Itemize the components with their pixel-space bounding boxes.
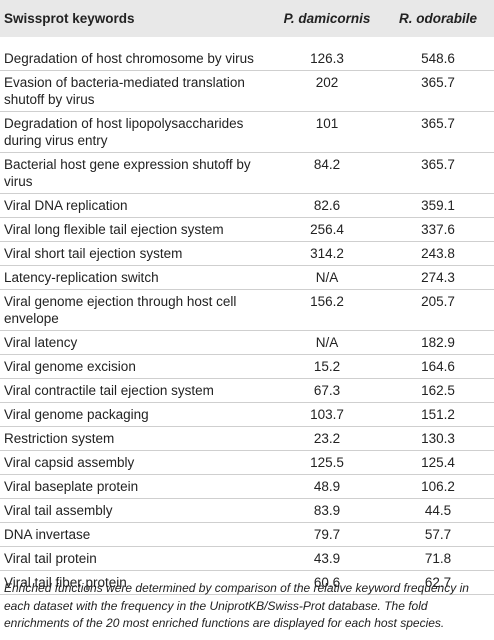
keyword-cell: Viral tail fiber protein bbox=[0, 570, 272, 595]
keyword-cell: Viral contractile tail ejection system bbox=[0, 378, 272, 403]
r-odorabile-cell: 57.7 bbox=[382, 522, 494, 547]
table-row: Viral tail protein 43.9 71.8 bbox=[0, 546, 494, 571]
keyword-cell: DNA invertase bbox=[0, 522, 272, 547]
r-odorabile-cell: 365.7 bbox=[382, 152, 494, 194]
keyword-cell: Viral capsid assembly bbox=[0, 450, 272, 475]
r-odorabile-cell: 71.8 bbox=[382, 546, 494, 571]
enrichment-table: Swissprot keywords P. damicornis R. odor… bbox=[0, 0, 494, 595]
table-row: Viral tail assembly 83.9 44.5 bbox=[0, 498, 494, 523]
keyword-cell: Restriction system bbox=[0, 426, 272, 451]
keyword-cell: Viral short tail ejection system bbox=[0, 241, 272, 266]
keyword-cell: Latency-replication switch bbox=[0, 265, 272, 290]
header-p-damicornis: P. damicornis bbox=[283, 11, 371, 26]
p-damicornis-cell: N/A bbox=[272, 265, 382, 290]
table-row: Viral genome packaging 103.7 151.2 bbox=[0, 402, 494, 427]
p-damicornis-cell: 156.2 bbox=[272, 289, 382, 331]
table-footnote: Enriched functions were determined by co… bbox=[4, 581, 469, 630]
keyword-cell: Viral DNA replication bbox=[0, 193, 272, 218]
r-odorabile-cell: 548.6 bbox=[382, 37, 494, 71]
table-row: Viral long flexible tail ejection system… bbox=[0, 217, 494, 242]
keyword-cell: Viral genome packaging bbox=[0, 402, 272, 427]
table-row: Viral baseplate protein 48.9 106.2 bbox=[0, 474, 494, 499]
p-damicornis-cell: 67.3 bbox=[272, 378, 382, 403]
p-damicornis-cell: N/A bbox=[272, 330, 382, 355]
table-row: Viral genome ejection through host cell … bbox=[0, 289, 494, 331]
keyword-cell: Viral long flexible tail ejection system bbox=[0, 217, 272, 242]
keyword-cell: Evasion of bacteria-mediated translation… bbox=[0, 70, 272, 112]
table-row: Viral genome excision 15.2 164.6 bbox=[0, 354, 494, 379]
p-damicornis-cell: 314.2 bbox=[272, 241, 382, 266]
table-row: Viral tail fiber protein 60.6 62.7 bbox=[0, 570, 494, 595]
table-row: DNA invertase 79.7 57.7 bbox=[0, 522, 494, 547]
table-row: Viral capsid assembly 125.5 125.4 bbox=[0, 450, 494, 475]
table-row: Latency-replication switch N/A 274.3 bbox=[0, 265, 494, 290]
r-odorabile-cell: 274.3 bbox=[382, 265, 494, 290]
r-odorabile-cell: 62.7 bbox=[382, 570, 494, 595]
r-odorabile-cell: 359.1 bbox=[382, 193, 494, 218]
r-odorabile-cell: 44.5 bbox=[382, 498, 494, 523]
r-odorabile-cell: 162.5 bbox=[382, 378, 494, 403]
table-row: Evasion of bacteria-mediated translation… bbox=[0, 70, 494, 112]
keyword-cell: Viral genome ejection through host cell … bbox=[0, 289, 272, 331]
p-damicornis-cell: 79.7 bbox=[272, 522, 382, 547]
table-row: Viral contractile tail ejection system 67… bbox=[0, 378, 494, 403]
header-keywords: Swissprot keywords bbox=[4, 11, 135, 26]
p-damicornis-cell: 82.6 bbox=[272, 193, 382, 218]
table-row: Bacterial host gene expression shutoff b… bbox=[0, 152, 494, 194]
r-odorabile-cell: 130.3 bbox=[382, 426, 494, 451]
p-damicornis-cell: 60.6 bbox=[272, 570, 382, 595]
table-row: Viral DNA replication 82.6 359.1 bbox=[0, 193, 494, 218]
r-odorabile-cell: 337.6 bbox=[382, 217, 494, 242]
p-damicornis-cell: 23.2 bbox=[272, 426, 382, 451]
keyword-cell: Viral latency bbox=[0, 330, 272, 355]
keyword-cell: Bacterial host gene expression shutoff b… bbox=[0, 152, 272, 194]
table-row: Viral short tail ejection system 314.2 243… bbox=[0, 241, 494, 266]
r-odorabile-cell: 125.4 bbox=[382, 450, 494, 475]
p-damicornis-cell: 83.9 bbox=[272, 498, 382, 523]
table-row: Viral latency N/A 182.9 bbox=[0, 330, 494, 355]
header-r-odorabile: R. odorabile bbox=[398, 11, 477, 26]
header-row: Swissprot keywords P. damicornis R. odor… bbox=[0, 0, 494, 37]
r-odorabile-cell: 243.8 bbox=[382, 241, 494, 266]
p-damicornis-cell: 125.5 bbox=[272, 450, 382, 475]
p-damicornis-cell: 43.9 bbox=[272, 546, 382, 571]
keyword-cell: Degradation of host chromosome by virus bbox=[0, 37, 272, 71]
r-odorabile-cell: 182.9 bbox=[382, 330, 494, 355]
table-row: Degradation of host lipopolysaccharides … bbox=[0, 111, 494, 153]
p-damicornis-cell: 84.2 bbox=[272, 152, 382, 194]
keyword-cell: Viral tail assembly bbox=[0, 498, 272, 523]
p-damicornis-cell: 15.2 bbox=[272, 354, 382, 379]
r-odorabile-cell: 151.2 bbox=[382, 402, 494, 427]
table-row: Degradation of host chromosome by virus 1… bbox=[0, 37, 494, 71]
p-damicornis-cell: 202 bbox=[272, 70, 382, 112]
keyword-cell: Degradation of host lipopolysaccharides … bbox=[0, 111, 272, 153]
table-row: Restriction system 23.2 130.3 bbox=[0, 426, 494, 451]
r-odorabile-cell: 365.7 bbox=[382, 111, 494, 153]
r-odorabile-cell: 164.6 bbox=[382, 354, 494, 379]
p-damicornis-cell: 101 bbox=[272, 111, 382, 153]
keyword-cell: Viral tail protein bbox=[0, 546, 272, 571]
r-odorabile-cell: 365.7 bbox=[382, 70, 494, 112]
keyword-cell: Viral baseplate protein bbox=[0, 474, 272, 499]
p-damicornis-cell: 48.9 bbox=[272, 474, 382, 499]
p-damicornis-cell: 103.7 bbox=[272, 402, 382, 427]
table-header: Swissprot keywords P. damicornis R. odor… bbox=[0, 0, 494, 37]
r-odorabile-cell: 205.7 bbox=[382, 289, 494, 331]
p-damicornis-cell: 256.4 bbox=[272, 217, 382, 242]
keyword-cell: Viral genome excision bbox=[0, 354, 272, 379]
p-damicornis-cell: 126.3 bbox=[272, 37, 382, 71]
table-body: Degradation of host chromosome by virus 1… bbox=[0, 37, 494, 595]
r-odorabile-cell: 106.2 bbox=[382, 474, 494, 499]
